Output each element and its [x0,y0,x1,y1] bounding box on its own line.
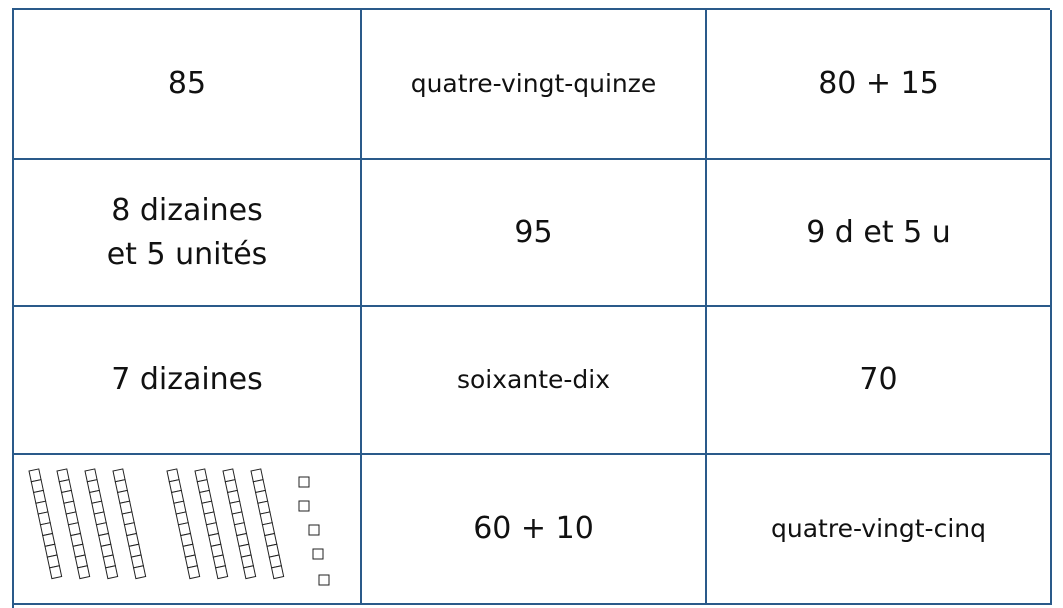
table-cell: 70 [707,307,1052,455]
cell-text: soixante-dix [456,364,611,394]
cell-text: 8 dizaines [111,193,263,228]
cell-text: et 5 unités [106,236,268,272]
unit-square [298,476,310,488]
cell-text: 95 [514,214,553,250]
table-cell [14,455,362,605]
unit-square [308,524,320,536]
table-cell: 80 + 15 [707,10,1052,160]
unit-square [312,548,324,560]
unit-square [270,565,285,580]
unit-square [186,565,201,580]
card-table: 85 quatre-vingt-quinze 80 + 15 8 dizaines et… [12,8,1052,608]
table-cell: 8 dizaines et 5 unités [14,160,362,307]
ten-rod [28,468,63,580]
table-cell: soixante-dix [362,307,707,455]
ten-rod [194,468,229,580]
cell-text: 80 + 15 [818,66,939,102]
cell-text: quatre-vingt-cinq [771,513,986,543]
unit-square [298,500,310,512]
table-cell: 95 [362,160,707,307]
unit-square [76,565,91,580]
base-ten-blocks [28,468,330,586]
cell-text: 60 + 10 [473,511,594,547]
unit-square [318,574,330,586]
unit-square [104,565,119,580]
cell-text: 70 [859,362,898,398]
ten-rod [250,468,285,580]
ten-rod [56,468,91,580]
table-cell: 60 + 10 [362,455,707,605]
table-cell: 7 dizaines [14,307,362,455]
unit-square [132,565,147,580]
cell-text: 9 d et 5 u [806,214,951,250]
unit-square [214,565,229,580]
ten-rod [222,468,257,580]
ten-rod [166,468,201,580]
cell-text: 7 dizaines [111,362,263,398]
table-cell: quatre-vingt-quinze [362,10,707,160]
table-cell: quatre-vingt-cinq [707,455,1052,605]
table-cell: 9 d et 5 u [707,160,1052,307]
ten-rod [84,468,119,580]
table-cell: 85 [14,10,362,160]
unit-square [48,565,63,580]
cell-text: 85 [167,66,207,102]
unit-square [242,565,257,580]
cell-text: quatre-vingt-quinze [410,68,657,98]
ten-rod [112,468,147,580]
